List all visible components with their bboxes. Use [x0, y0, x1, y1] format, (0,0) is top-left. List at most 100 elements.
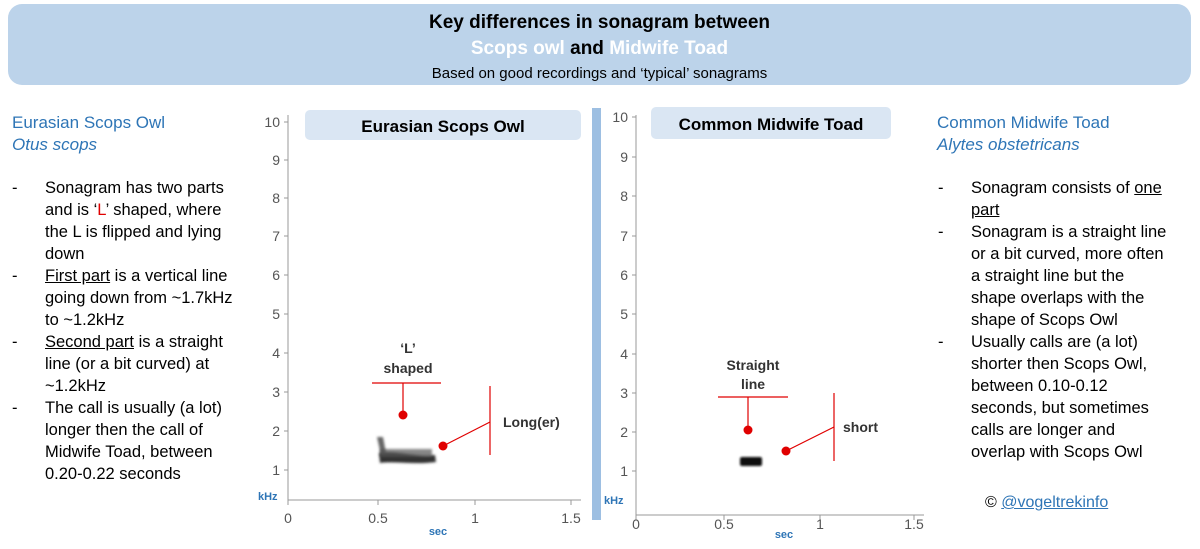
right-species-name: Common Midwife Toad [937, 113, 1110, 132]
x-ticks: 0 0.5 1 1.5 [284, 500, 581, 526]
bullet-line: down [45, 245, 85, 263]
toad-sonagram-trace [740, 457, 762, 466]
bullet-line: seconds, but sometimes [971, 399, 1149, 417]
y-tick-label: 1 [272, 462, 280, 478]
x-tick-label: 1 [816, 516, 824, 532]
y-ticks: 1 2 3 4 5 6 7 8 9 10 [612, 109, 636, 479]
y-tick-label: 8 [620, 188, 628, 204]
y-tick-label: 2 [620, 424, 628, 440]
x-tick-label: 1 [471, 510, 479, 526]
annotation-length: Long(er) [503, 414, 560, 430]
bullet-line: and is ‘L’ shaped, where [45, 201, 222, 219]
y-tick-label: 9 [620, 149, 628, 165]
bullet-line: overlap with Scops Owl [971, 443, 1143, 461]
y-tick-label: 6 [272, 267, 280, 283]
bullet-line: ~1.2kHz [45, 377, 106, 395]
x-tick-label: 0.5 [368, 510, 388, 526]
bullet-line: line (or a bit curved) at [45, 355, 210, 373]
annotation-marker [743, 425, 753, 435]
header-conjunction: and [570, 38, 604, 59]
second-part-label: Second part [45, 333, 134, 351]
bullet-line: longer then the call of [45, 421, 203, 439]
annotation-shape-line1: ‘L’ [400, 340, 416, 356]
y-tick-label: 3 [272, 384, 280, 400]
scops-sonagram-trace [377, 437, 436, 464]
y-tick-label: 10 [612, 109, 628, 125]
y-tick-label: 5 [272, 306, 280, 322]
y-tick-label: 5 [620, 306, 628, 322]
x-tick-label: 0 [632, 516, 640, 532]
toad-sonagram: Common Midwife Toad 1 2 3 4 5 6 7 8 9 10… [604, 107, 924, 541]
bullet-line: Sonagram is a straight line [971, 223, 1167, 241]
bullet-line: shape of Scops Owl [971, 311, 1118, 329]
annotation-shape-line2: shaped [383, 360, 432, 376]
header-species-a: Scops owl [470, 38, 565, 59]
bullet-line: Midwife Toad, between [45, 443, 213, 461]
y-tick-label: 9 [272, 152, 280, 168]
header-title: Key differences in sonagram between [428, 12, 771, 33]
bullet-line: shorter then Scops Owl, [971, 355, 1148, 373]
y-tick-label: 8 [272, 190, 280, 206]
bullet-dash: - [938, 179, 944, 197]
bullet-line: to ~1.2kHz [45, 311, 125, 329]
x-tick-label: 0 [284, 510, 292, 526]
scops-sonagram: Eurasian Scops Owl 1 2 3 4 5 6 7 8 9 10 … [258, 110, 581, 538]
center-divider [592, 108, 601, 520]
y-unit: kHz [258, 491, 278, 503]
bullet-line: calls are longer and [971, 421, 1116, 439]
y-tick-label: 6 [620, 267, 628, 283]
bullet-dash: - [12, 179, 18, 197]
bullet-line: Usually calls are (a lot) [971, 333, 1138, 351]
header-species-b: Midwife Toad [609, 38, 729, 59]
header-banner: Key differences in sonagram between Scop… [8, 4, 1191, 85]
panel-title-box [651, 107, 891, 139]
bullet-line: shape overlaps with the [971, 289, 1145, 307]
bullet-dash: - [12, 267, 18, 285]
annotation-length: short [843, 419, 878, 435]
bullet-dash: - [938, 223, 944, 241]
left-species-name: Eurasian Scops Owl [12, 113, 166, 132]
annotation-shape-line1: Straight [727, 357, 780, 373]
x-tick-label: 1.5 [561, 510, 581, 526]
header-subtitle: Based on good recordings and ‘typical’ s… [431, 65, 768, 82]
credit-link[interactable]: @vogeltrekinfo [1001, 494, 1109, 511]
y-tick-label: 4 [620, 346, 628, 362]
credit: © @vogeltrekinfo [985, 494, 1108, 512]
y-tick-label: 4 [272, 345, 280, 361]
panel-title: Eurasian Scops Owl [361, 117, 524, 136]
y-tick-label: 2 [272, 423, 280, 439]
bullet-line: Sonagram consists of one part [971, 179, 1162, 219]
y-tick-label: 3 [620, 385, 628, 401]
y-unit: kHz [604, 495, 624, 507]
bullet-line: going down from ~1.7kHz [45, 289, 233, 307]
bullet-line: the L is flipped and lying [45, 223, 222, 241]
annotation-leader [785, 426, 835, 452]
x-tick-label: 1.5 [904, 516, 924, 532]
y-tick-label: 7 [620, 228, 628, 244]
x-ticks: 0 0.5 1 1.5 [632, 515, 924, 532]
y-tick-label: 7 [272, 228, 280, 244]
bullet-line: or a bit curved, more often [971, 245, 1164, 263]
header-species-line: Scops owl and Midwife Toad [8, 38, 1191, 60]
bullet-line: Second part is a straight [45, 333, 223, 351]
bullet-line: Sonagram has two parts [45, 179, 224, 197]
bullet-dash: - [12, 333, 18, 351]
x-unit: sec [775, 529, 793, 541]
bullet-line: The call is usually (a lot) [45, 399, 222, 417]
bullet-dash: - [938, 333, 944, 351]
x-tick-label: 0.5 [714, 516, 734, 532]
annotation-marker [398, 410, 408, 420]
bullet-line: between 0.10-0.12 [971, 377, 1108, 395]
bullet-line: a straight line but the [971, 267, 1125, 285]
panel-title: Common Midwife Toad [679, 115, 864, 134]
x-unit: sec [429, 526, 447, 538]
y-tick-label: 10 [264, 114, 280, 130]
l-letter: L [97, 201, 106, 219]
left-species-latin: Otus scops [12, 135, 98, 154]
annotation-shape-line2: line [741, 376, 765, 392]
panel-title-box [305, 110, 581, 140]
copyright-symbol: © [985, 494, 997, 511]
first-part-label: First part [45, 267, 111, 285]
bullet-line: First part is a vertical line [45, 267, 228, 285]
annotation-leader [442, 421, 491, 447]
